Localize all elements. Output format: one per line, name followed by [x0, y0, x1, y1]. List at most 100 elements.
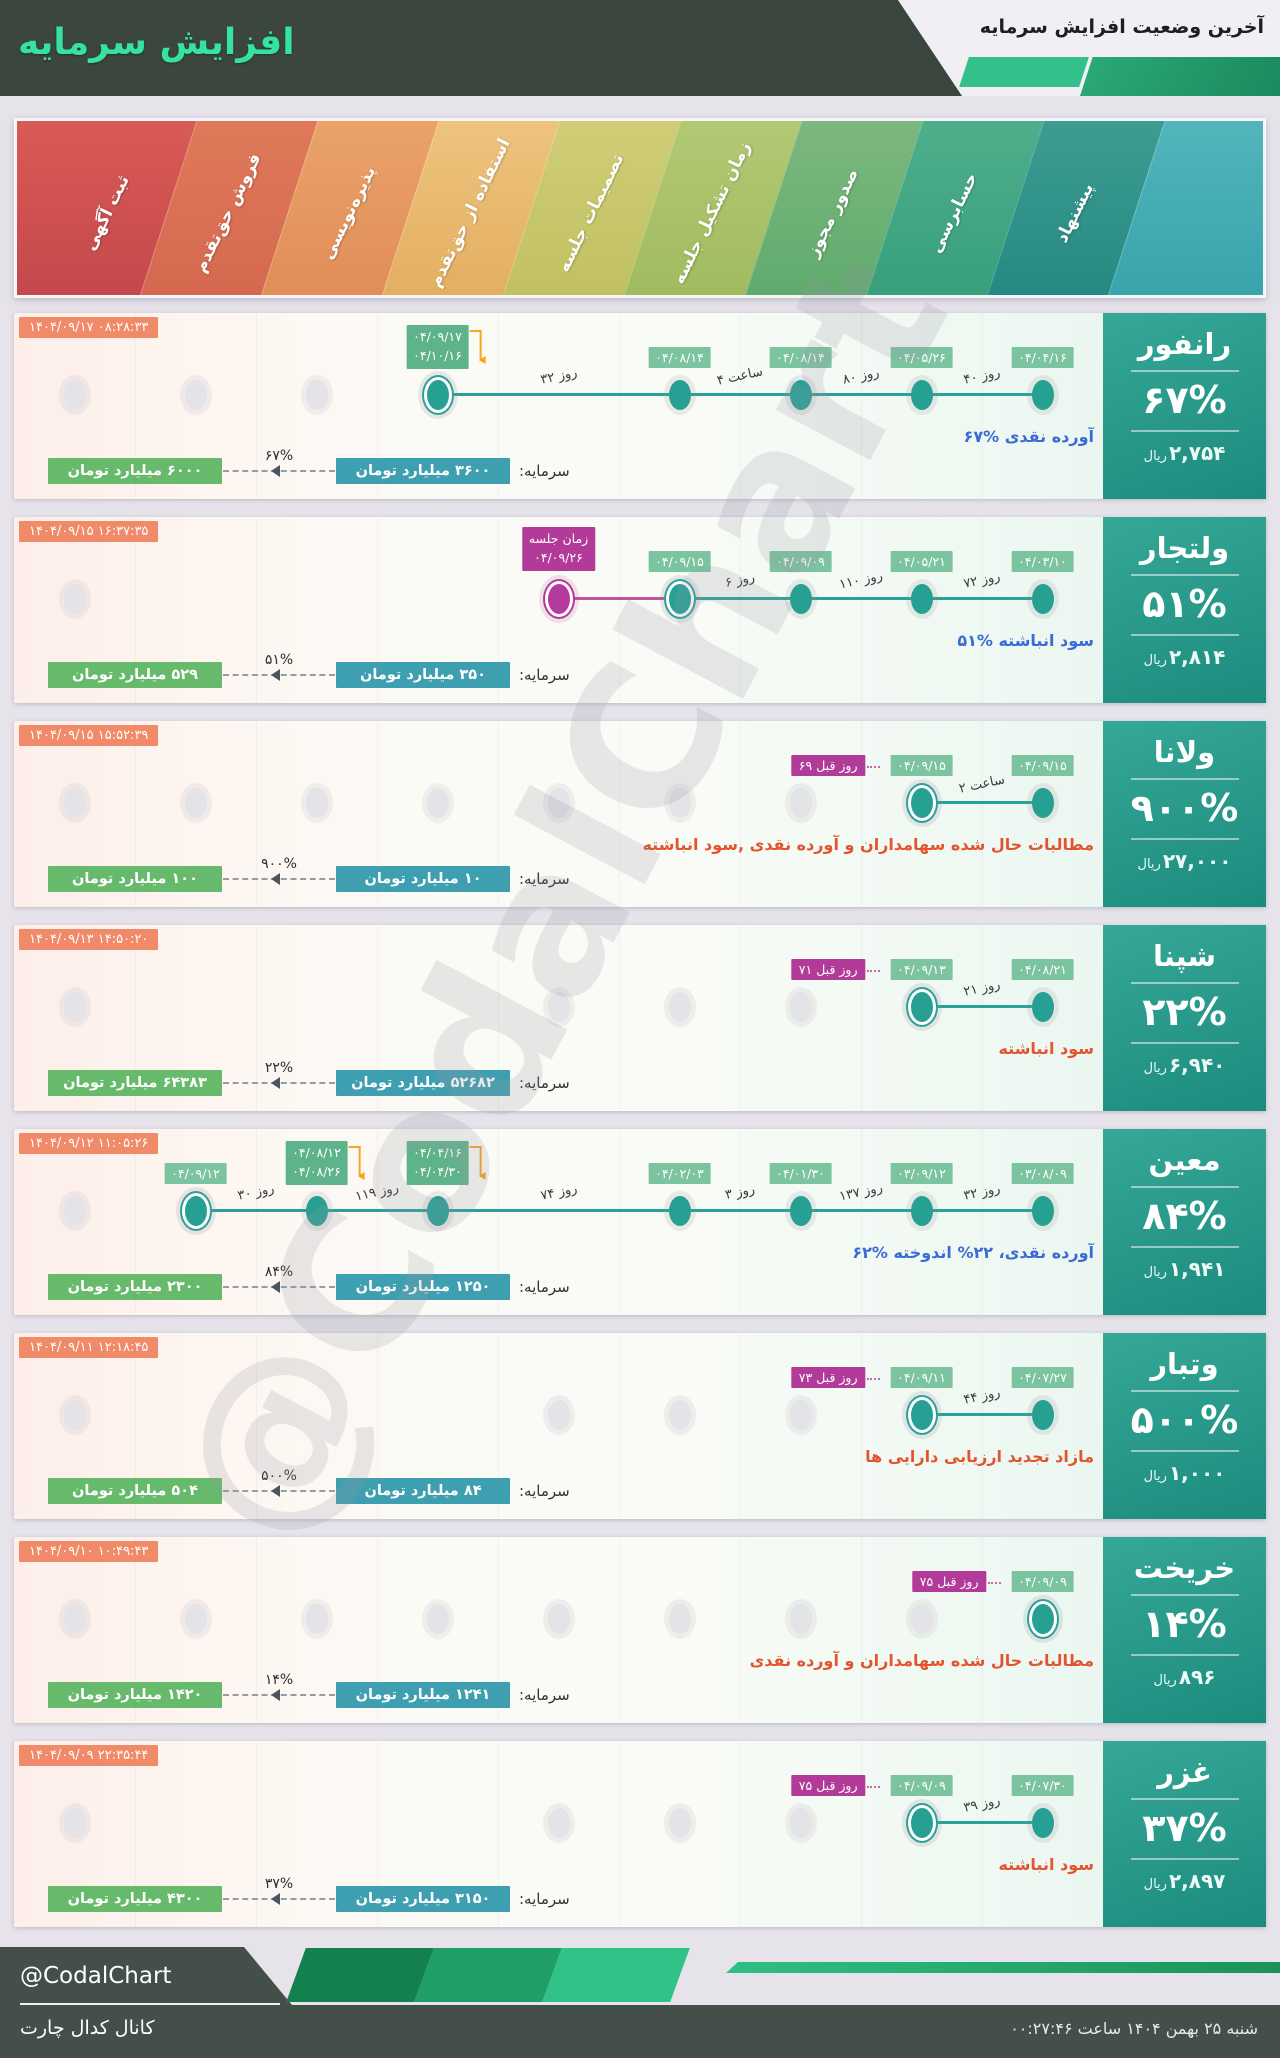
- grid-line: [861, 721, 862, 907]
- price-unit: ریال: [1143, 1264, 1167, 1280]
- price-value: ۲,۸۱۴ریال: [1144, 645, 1226, 669]
- timestamp-badge: ۱۴۰۴/۰۹/۱۵ ۱۵:۵۲:۳۹: [19, 725, 159, 746]
- company-row: ۱۴۰۴/۰۹/۱۰ ۱۰:۴۹:۴۳ ۰۴/۰۹/۰۹ ۷۵ روز قبل مطا…: [14, 1537, 1266, 1723]
- footer-bar: [726, 1962, 1280, 1973]
- timeline-dot: [184, 788, 207, 818]
- percent-value: ۸۴%: [1142, 1194, 1227, 1238]
- range-bracket-icon: [348, 1146, 365, 1180]
- date-badge: ۰۴/۰۱/۳۰: [769, 1163, 832, 1184]
- grid-line: [256, 1129, 257, 1315]
- timeline-dot: [305, 380, 328, 410]
- timeline-dot: [547, 584, 570, 614]
- date-badge: ۰۴/۰۹/۰۹: [1011, 1571, 1074, 1592]
- capital-group: ۵۲۹ میلیارد تومان ۵۱% ۳۵۰ میلیارد تومان سرم…: [48, 652, 570, 691]
- timeline-dot: [547, 992, 570, 1022]
- grid-line: [256, 721, 257, 907]
- timeline-segment: [800, 597, 922, 600]
- capital-target-badge: ۵۰۴ میلیارد تومان: [48, 1478, 222, 1504]
- company-panel: غزر ۳۷% ۲,۸۹۷ریال: [1103, 1741, 1266, 1927]
- date-badge: ۰۴/۰۹/۰۹: [890, 1775, 953, 1796]
- capital-source-badge: ۵۲۶۸۲ میلیارد تومان: [336, 1070, 510, 1096]
- footer-datetime: شنبه ۲۵ بهمن ۱۴۰۴ ساعت ۰۰:۲۷:۴۶: [1010, 2019, 1258, 2038]
- grid-line: [135, 925, 136, 1111]
- dotted-connector: [866, 1378, 880, 1380]
- price-unit: ریال: [1143, 448, 1167, 464]
- timeline-segment: [679, 393, 801, 396]
- funding-desc: مطالبات حال شده سهامداران و آورده نقدی ,…: [642, 835, 1094, 854]
- grid-line: [135, 1333, 136, 1519]
- percent-value: ۹۰۰%: [1130, 786, 1239, 830]
- timeline-dot: [910, 1400, 933, 1430]
- grid-line: [861, 1741, 862, 1927]
- capital-arrow: ۲۲%: [223, 1060, 335, 1089]
- timeline-segment: [921, 801, 1043, 804]
- grid-line: [740, 1741, 741, 1927]
- date-badge: ۰۴/۰۷/۲۷: [1011, 1367, 1074, 1388]
- timeline-dot: [184, 1196, 207, 1226]
- capital-source-badge: ۳۵۰ میلیارد تومان: [336, 662, 510, 688]
- date-badge: ۰۴/۰۴/۱۶ ۰۴/۰۴/۳۰: [406, 1141, 486, 1185]
- grid-line: [256, 1333, 257, 1519]
- grid-line: [135, 1741, 136, 1927]
- grid-line: [740, 1333, 741, 1519]
- duration-label: ۳۲ روز: [538, 365, 579, 388]
- percent-value: ۲۲%: [1142, 990, 1227, 1034]
- grid-line: [619, 517, 620, 703]
- price-value: ۱,۰۰۰ریال: [1144, 1461, 1226, 1485]
- date-badge: ۰۴/۰۹/۱۳: [890, 959, 953, 980]
- capital-percent: ۶۷%: [264, 448, 294, 464]
- timeline-dot: [63, 1808, 86, 1838]
- panel-divider: [1130, 1390, 1239, 1392]
- grid-line: [861, 1537, 862, 1723]
- timeline-dot: [1031, 992, 1054, 1022]
- capital-percent: ۳۷%: [264, 1876, 294, 1892]
- capital-arrow: ۸۴%: [223, 1264, 335, 1293]
- price-value: ۲,۷۵۴ریال: [1144, 441, 1226, 465]
- timeline-dot: [547, 788, 570, 818]
- grid-line: [498, 1333, 499, 1519]
- grid-line: [256, 517, 257, 703]
- capital-group: ۱۴۲۰ میلیارد تومان ۱۴% ۱۲۴۱ میلیارد تومان س…: [48, 1672, 570, 1711]
- company-panel: شپنا ۲۲% ۶,۹۴۰ریال: [1103, 925, 1266, 1111]
- timeline-segment: [921, 1821, 1043, 1824]
- capital-target-badge: ۲۳۰۰ میلیارد تومان: [48, 1274, 222, 1300]
- company-row: ۱۴۰۴/۰۹/۱۵ ۱۶:۳۷:۳۵ ۶ روز ۱۱۰ روز ۷۲ روز زما…: [14, 517, 1266, 703]
- price-number: ۱,۹۴۱: [1168, 1256, 1226, 1281]
- header-right-panel: آخرین وضعیت افزایش سرمایه: [898, 0, 1280, 96]
- grid-line: [861, 313, 862, 499]
- date-badge: ۰۴/۰۴/۱۶: [1011, 347, 1074, 368]
- timeline-dot: [1031, 380, 1054, 410]
- capital-target-badge: ۶۴۳۸۳ میلیارد تومان: [48, 1070, 222, 1096]
- percent-value: ۵۱%: [1142, 582, 1227, 626]
- funding-desc: سود انباشته: [998, 1039, 1094, 1058]
- date-badge: ۰۴/۰۸/۱۴: [648, 347, 711, 368]
- capital-arrow: ۳۷%: [223, 1876, 335, 1905]
- grid-line: [740, 517, 741, 703]
- timeline-dot: [668, 1400, 691, 1430]
- price-unit: ریال: [1137, 856, 1161, 872]
- capital-label: سرمایه:: [519, 1686, 570, 1704]
- price-unit: ریال: [1143, 1060, 1167, 1076]
- grid-line: [377, 925, 378, 1111]
- grid-line: [982, 1129, 983, 1315]
- panel-divider: [1130, 837, 1239, 840]
- timeline-segment: [679, 1209, 801, 1212]
- price-unit: ریال: [1153, 1672, 1177, 1688]
- grid-line: [740, 313, 741, 499]
- dotted-connector: [987, 1582, 1001, 1584]
- footer-left-block: @CodalChart: [0, 1947, 292, 2005]
- timestamp-badge: ۱۴۰۴/۰۹/۱۵ ۱۶:۳۷:۳۵: [19, 521, 159, 542]
- panel-divider: [1130, 778, 1239, 780]
- timeline-dot: [184, 380, 207, 410]
- grid-line: [377, 1741, 378, 1927]
- timeline-segment: [679, 597, 801, 600]
- timeline-dot: [547, 1604, 570, 1634]
- grid-line: [861, 1333, 862, 1519]
- panel-divider: [1130, 1857, 1239, 1860]
- dotted-connector: [866, 1786, 880, 1788]
- footer-handle: @CodalChart: [20, 1963, 172, 1989]
- grid-line: [619, 1129, 620, 1315]
- funding-desc: مازاد تجدید ارزیابی دارایی ها: [865, 1447, 1094, 1466]
- capital-group: ۱۰۰ میلیارد تومان ۹۰۰% ۱۰ میلیارد تومان سرم…: [48, 856, 570, 895]
- company-panel: ولتجار ۵۱% ۲,۸۱۴ریال: [1103, 517, 1266, 703]
